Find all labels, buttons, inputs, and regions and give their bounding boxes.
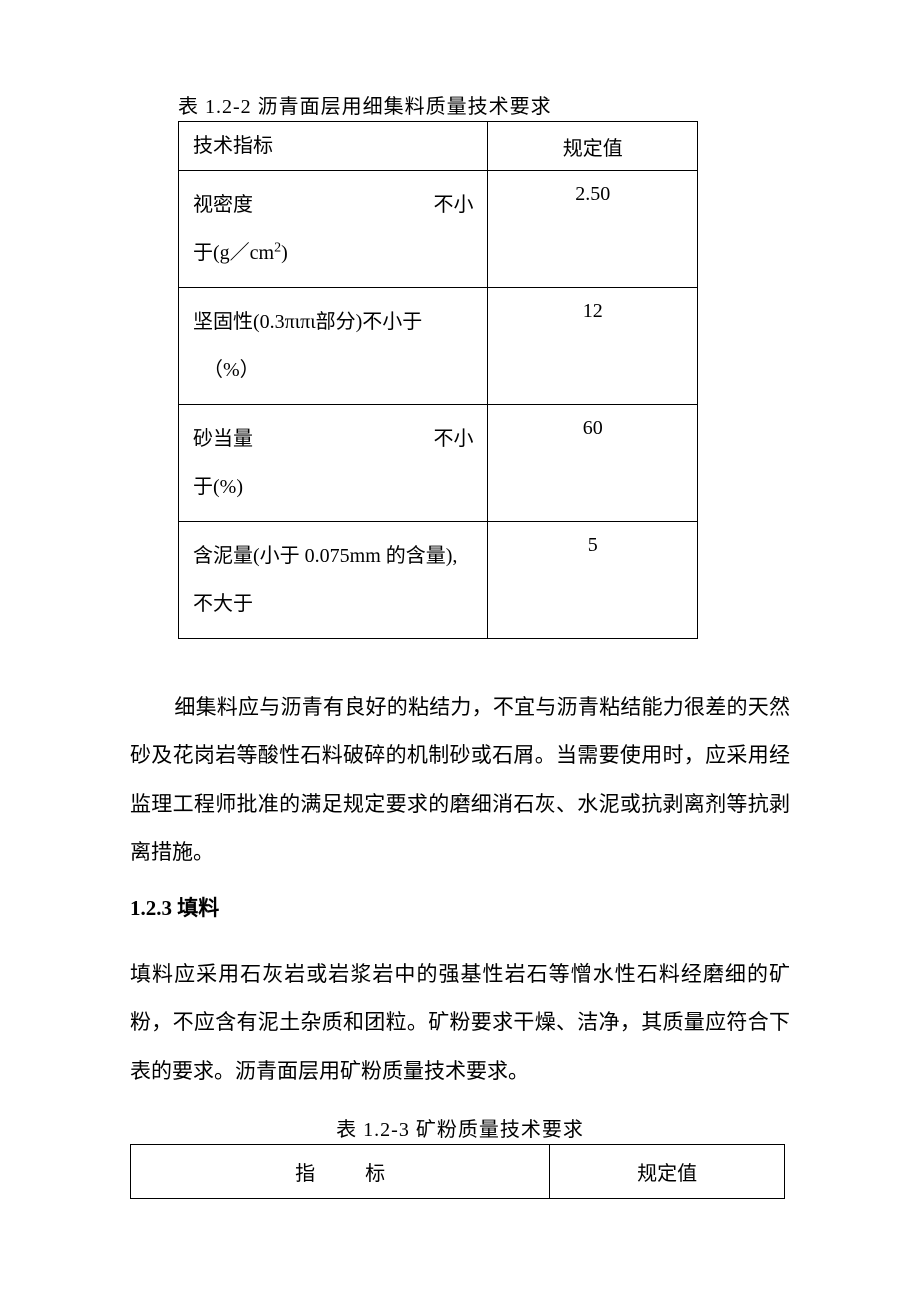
- table-row: 砂当量 不小 于(%) 60: [179, 405, 698, 522]
- row4-label: 含泥量(小于 0.075mm 的含量), 不大于: [179, 522, 488, 639]
- paragraph-1: 细集料应与沥青有良好的粘结力，不宜与沥青粘结能力很差的天然砂及花岗岩等酸性石料破…: [130, 683, 790, 876]
- row2-label: 坚固性(0.3πιπι部分)不小于 （%）: [179, 288, 488, 405]
- row1-label: 视密度 不小 于(g／cm2): [179, 171, 488, 288]
- table2-header-label: 指标: [131, 1145, 550, 1199]
- table-row: 坚固性(0.3πιπι部分)不小于 （%） 12: [179, 288, 698, 405]
- section-heading: 1.2.3 填料: [130, 892, 790, 922]
- row3-label: 砂当量 不小 于(%): [179, 405, 488, 522]
- table1-header-value: 规定值: [488, 122, 698, 171]
- table1-header-row: 技术指标 规定值: [179, 122, 698, 171]
- row2-value: 12: [488, 288, 698, 405]
- table-row: 含泥量(小于 0.075mm 的含量), 不大于 5: [179, 522, 698, 639]
- row3-value: 60: [488, 405, 698, 522]
- table1-header-label: 技术指标: [179, 122, 488, 171]
- paragraph-2: 填料应采用石灰岩或岩浆岩中的强基性岩石等憎水性石料经磨细的矿粉，不应含有泥土杂质…: [130, 950, 790, 1095]
- table2-header-value: 规定值: [550, 1145, 785, 1199]
- table2-caption: 表 1.2-3 矿粉质量技术要求: [130, 1113, 790, 1142]
- row1-value: 2.50: [488, 171, 698, 288]
- table-row: 视密度 不小 于(g／cm2) 2.50: [179, 171, 698, 288]
- table2-header-row: 指标 规定值: [131, 1145, 785, 1199]
- document-page: 表 1.2-2 沥青面层用细集料质量技术要求 技术指标 规定值 视密度 不小 于…: [0, 0, 920, 1199]
- table1: 技术指标 规定值 视密度 不小 于(g／cm2) 2.50 坚固性(0.3πιπ…: [178, 121, 698, 639]
- table1-caption: 表 1.2-2 沥青面层用细集料质量技术要求: [130, 90, 790, 119]
- row4-value: 5: [488, 522, 698, 639]
- table2: 指标 规定值: [130, 1144, 785, 1199]
